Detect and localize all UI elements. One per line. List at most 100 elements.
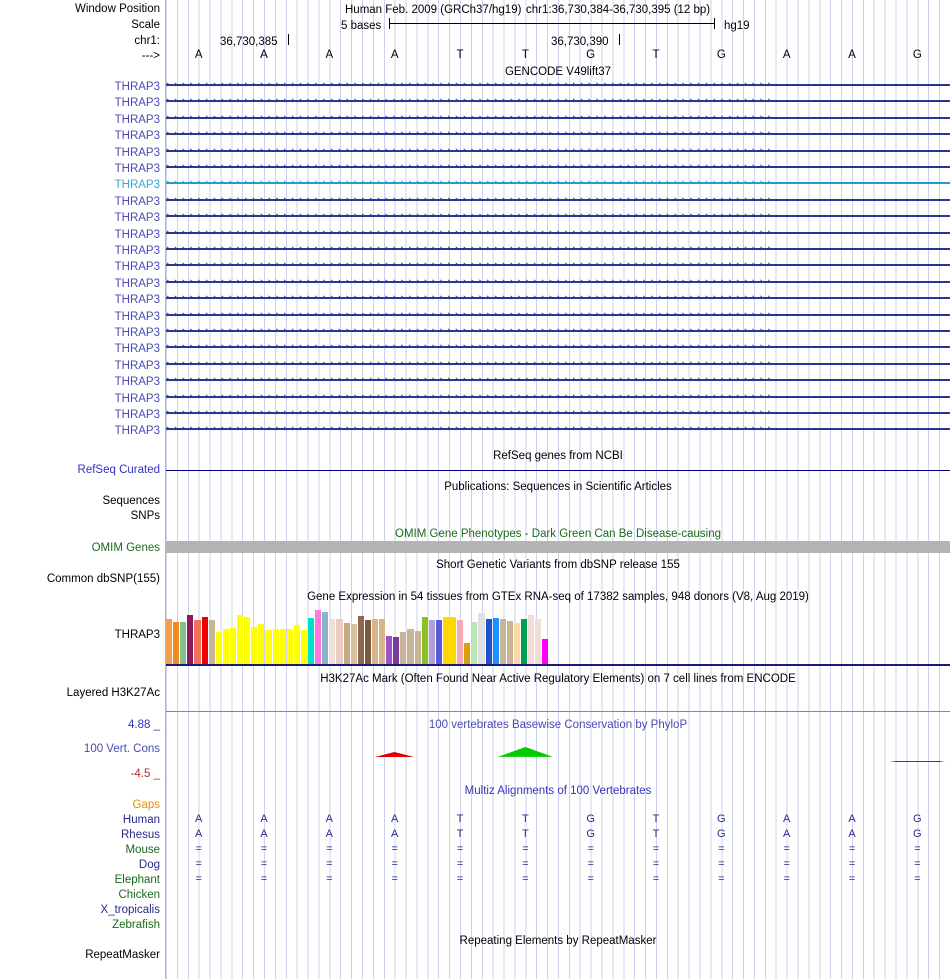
gtex-tissue-bar[interactable] (201, 617, 208, 665)
gtex-tissue-bar[interactable] (215, 632, 222, 665)
gencode-transcript-row[interactable]: ››››››››››››››››››››››››››››››››››››››››… (166, 392, 950, 402)
gtex-tissue-bar[interactable] (450, 617, 457, 665)
gtex-tissue-bar[interactable] (521, 619, 528, 665)
gtex-tissue-bar[interactable] (513, 623, 521, 665)
gtex-tissue-bar[interactable] (293, 625, 300, 665)
gencode-gene-label[interactable]: THRAP3 (114, 146, 160, 159)
publications-label-sequences[interactable]: Sequences (102, 495, 160, 507)
gencode-gene-label[interactable]: THRAP3 (114, 97, 160, 110)
gencode-transcript-row[interactable]: ››››››››››››››››››››››››››››››››››››››››… (166, 310, 950, 320)
gencode-gene-label[interactable]: THRAP3 (114, 228, 160, 241)
multiz-species-label[interactable]: Rhesus (121, 829, 160, 841)
gtex-tissue-bar[interactable] (506, 621, 513, 665)
gencode-transcript-row[interactable]: ››››››››››››››››››››››››››››››››››››››››… (166, 359, 950, 369)
gtex-tissue-bar[interactable] (166, 619, 173, 665)
gtex-tissue-bar[interactable] (442, 617, 450, 665)
gencode-gene-label[interactable]: THRAP3 (114, 409, 160, 421)
gtex-tissue-bar[interactable] (300, 630, 308, 665)
gencode-transcript-row[interactable]: ››››››››››››››››››››››››››››››››››››››››… (166, 260, 950, 270)
phylop-label[interactable]: 100 Vert. Cons (83, 743, 160, 755)
gtex-tissue-bar[interactable] (428, 620, 435, 665)
gencode-gene-label[interactable]: THRAP3 (114, 81, 160, 93)
gencode-gene-label[interactable]: THRAP3 (114, 212, 160, 225)
gtex-tissue-bar[interactable] (414, 631, 421, 665)
gencode-transcript-row[interactable]: ››››››››››››››››››››››››››››››››››››››››… (166, 228, 950, 238)
gencode-transcript-row[interactable]: ››››››››››››››››››››››››››››››››››››››››… (166, 80, 950, 90)
gencode-gene-label[interactable]: THRAP3 (114, 359, 160, 372)
gtex-tissue-bar[interactable] (386, 636, 393, 665)
gencode-transcript-row[interactable]: ››››››››››››››››››››››››››››››››››››››››… (166, 244, 950, 254)
gencode-transcript-row[interactable]: ››››››››››››››››››››››››››››››››››››››››… (166, 113, 950, 123)
gencode-gene-label[interactable]: THRAP3 (114, 310, 160, 323)
multiz-species-label[interactable]: Zebrafish (112, 919, 160, 931)
multiz-species-label[interactable]: X_tropicalis (100, 904, 160, 916)
phylop-bar[interactable] (497, 747, 553, 757)
gencode-gene-label[interactable]: THRAP3 (114, 261, 160, 274)
gencode-gene-label[interactable]: THRAP3 (114, 392, 160, 405)
gencode-gene-label[interactable]: THRAP3 (114, 179, 160, 192)
gencode-transcript-row[interactable]: ››››››››››››››››››››››››››››››››››››››››… (166, 342, 950, 352)
gtex-tissue-bar[interactable] (244, 617, 251, 665)
gencode-transcript-row[interactable]: ››››››››››››››››››››››››››››››››››››››››… (166, 178, 950, 188)
gencode-gene-label[interactable]: THRAP3 (114, 113, 160, 126)
gtex-tissue-bar[interactable] (471, 622, 478, 665)
h3k27ac-label[interactable]: Layered H3K27Ac (66, 687, 160, 699)
multiz-species-label[interactable]: Human (122, 814, 160, 826)
dbsnp-label[interactable]: Common dbSNP(155) (46, 573, 160, 585)
gencode-transcript-row[interactable]: ››››››››››››››››››››››››››››››››››››››››… (166, 326, 950, 336)
gencode-transcript-row[interactable]: ››››››››››››››››››››››››››››››››››››››››… (166, 162, 950, 172)
gtex-tissue-bar[interactable] (229, 628, 237, 665)
multiz-species-label[interactable]: Gaps (132, 799, 161, 811)
gtex-gene-label[interactable]: THRAP3 (114, 629, 160, 641)
gtex-tissue-bar[interactable] (499, 619, 506, 665)
gtex-tissue-bar[interactable] (407, 629, 414, 665)
gencode-gene-label[interactable]: THRAP3 (114, 277, 160, 290)
gencode-gene-label[interactable]: THRAP3 (114, 327, 160, 339)
gtex-tissue-bar[interactable] (371, 619, 379, 665)
gencode-transcript-row[interactable]: ››››››››››››››››››››››››››››››››››››››››… (166, 408, 950, 418)
gencode-gene-label[interactable]: THRAP3 (114, 376, 160, 389)
omim-genes-label[interactable]: OMIM Genes (91, 542, 160, 554)
multiz-species-label[interactable]: Dog (138, 859, 160, 871)
gtex-tissue-bar[interactable] (187, 615, 194, 665)
gtex-tissue-bar[interactable] (258, 624, 265, 665)
gtex-tissue-bar[interactable] (322, 612, 329, 665)
gtex-tissue-bar[interactable] (222, 629, 229, 665)
gencode-transcript-row[interactable]: ››››››››››››››››››››››››››››››››››››››››… (166, 424, 950, 434)
gencode-gene-label[interactable]: THRAP3 (114, 343, 160, 356)
gencode-transcript-row[interactable]: ››››››››››››››››››››››››››››››››››››››››… (166, 293, 950, 303)
phylop-bar[interactable] (302, 755, 357, 757)
gtex-tissue-bar[interactable] (237, 615, 244, 665)
phylop-bar[interactable] (237, 755, 292, 757)
gtex-tissue-bar[interactable] (286, 629, 293, 665)
phylop-bar[interactable] (889, 757, 945, 762)
gencode-gene-label[interactable]: THRAP3 (114, 163, 160, 175)
gtex-tissue-bar[interactable] (265, 630, 272, 665)
gtex-tissue-bar[interactable] (535, 619, 542, 665)
gencode-transcript-row[interactable]: ››››››››››››››››››››››››››››››››››››››››… (166, 375, 950, 385)
multiz-species-label[interactable]: Elephant (114, 874, 160, 886)
refseq-label[interactable]: RefSeq Curated (77, 464, 160, 476)
gencode-gene-label[interactable]: THRAP3 (114, 130, 160, 143)
gtex-tissue-bar[interactable] (528, 615, 535, 665)
gencode-transcript-row[interactable]: ››››››››››››››››››››››››››››››››››››››››… (166, 129, 950, 139)
gtex-tissue-bar[interactable] (180, 622, 187, 665)
gtex-tissue-bar[interactable] (464, 643, 471, 665)
gencode-transcript-row[interactable]: ››››››››››››››››››››››››››››››››››››››››… (166, 211, 950, 221)
gencode-transcript-row[interactable]: ››››››››››››››››››››››››››››››››››››››››… (166, 96, 950, 106)
gtex-tissue-bar[interactable] (343, 623, 350, 665)
gencode-gene-label[interactable]: THRAP3 (114, 425, 160, 438)
gtex-tissue-bar[interactable] (400, 632, 407, 665)
gtex-expression-chart[interactable] (0, 605, 950, 665)
gtex-tissue-bar[interactable] (393, 637, 400, 665)
gtex-tissue-bar[interactable] (379, 619, 386, 665)
phylop-conservation-plot[interactable] (166, 735, 950, 779)
gtex-tissue-bar[interactable] (279, 629, 286, 665)
publications-label-snps[interactable]: SNPs (130, 510, 160, 522)
gencode-gene-label[interactable]: THRAP3 (114, 195, 160, 208)
gtex-tissue-bar[interactable] (542, 639, 549, 665)
omim-gene-feature-bar[interactable] (166, 541, 950, 553)
gtex-tissue-bar[interactable] (350, 624, 357, 665)
multiz-species-label[interactable]: Mouse (125, 844, 160, 856)
gtex-tissue-bar[interactable] (173, 622, 180, 665)
